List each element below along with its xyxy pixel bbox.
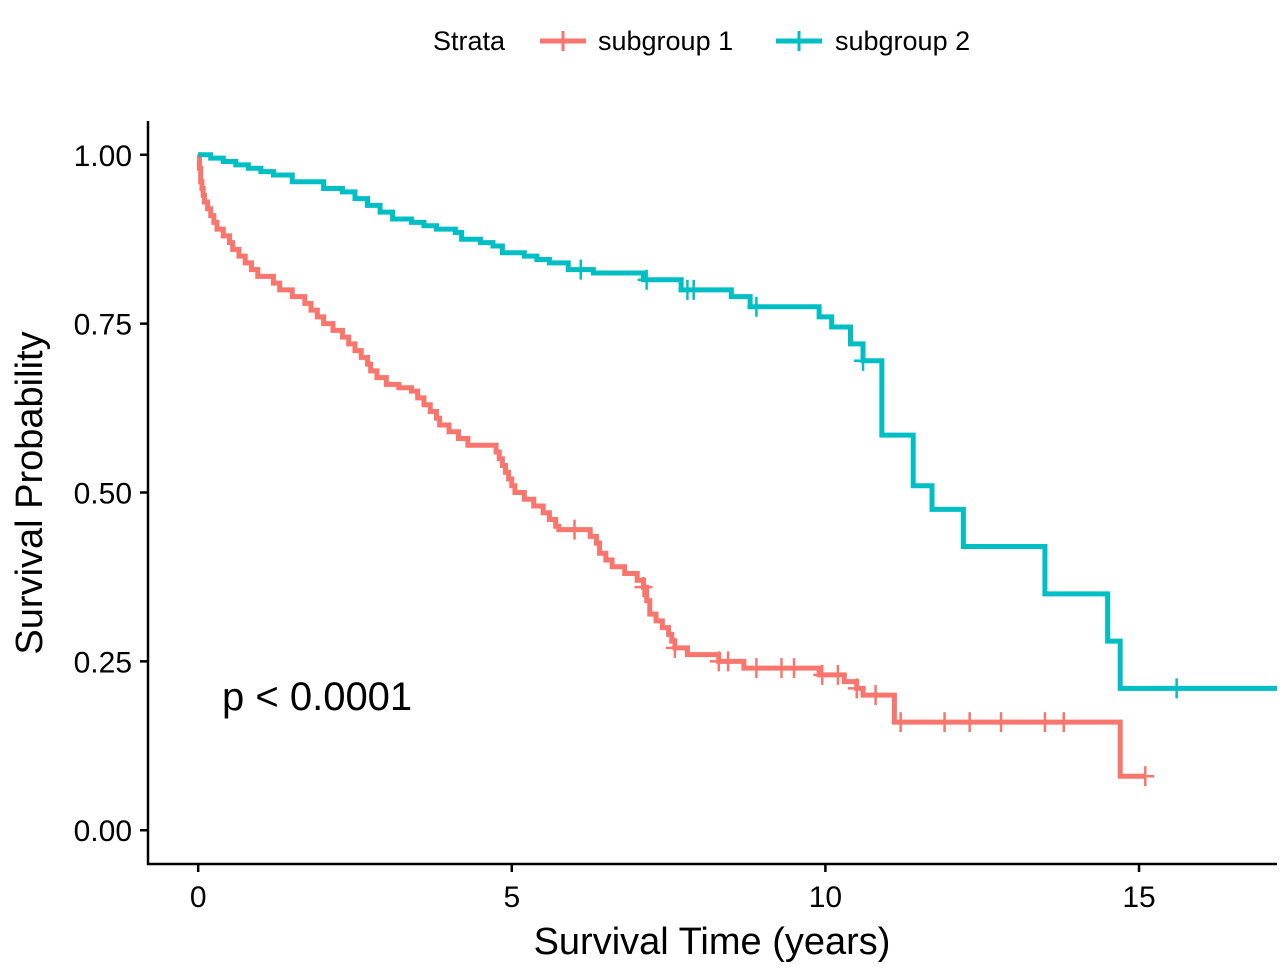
y-tick-label: 0.50 xyxy=(74,478,132,511)
survival-curve-subgroup-2 xyxy=(198,152,1277,691)
survival-curve-subgroup-1 xyxy=(196,152,1146,779)
legend-title: Strata xyxy=(433,26,506,56)
legend-label-subgroup-1: subgroup 1 xyxy=(598,26,733,56)
x-ticks: 0 5 10 15 xyxy=(190,864,1156,914)
y-tick-label: 0.75 xyxy=(74,309,132,342)
x-tick-label: 0 xyxy=(190,881,207,914)
y-tick-label: 1.00 xyxy=(74,140,132,173)
p-value-annotation: p < 0.0001 xyxy=(222,675,412,719)
y-tick-label: 0.00 xyxy=(74,815,132,848)
legend-label-subgroup-2: subgroup 2 xyxy=(835,26,970,56)
x-tick-label: 15 xyxy=(1122,881,1155,914)
y-tick-label: 0.25 xyxy=(74,646,132,679)
series-layer xyxy=(196,152,1277,787)
x-tick-label: 5 xyxy=(503,881,520,914)
y-ticks: 0.00 0.25 0.50 0.75 1.00 xyxy=(74,140,148,848)
x-tick-label: 10 xyxy=(809,881,842,914)
legend: Strata subgroup 1 subgroup 2 xyxy=(433,26,970,56)
y-axis-title: Survival Probability xyxy=(9,331,51,654)
x-axis-title: Survival Time (years) xyxy=(534,921,891,963)
